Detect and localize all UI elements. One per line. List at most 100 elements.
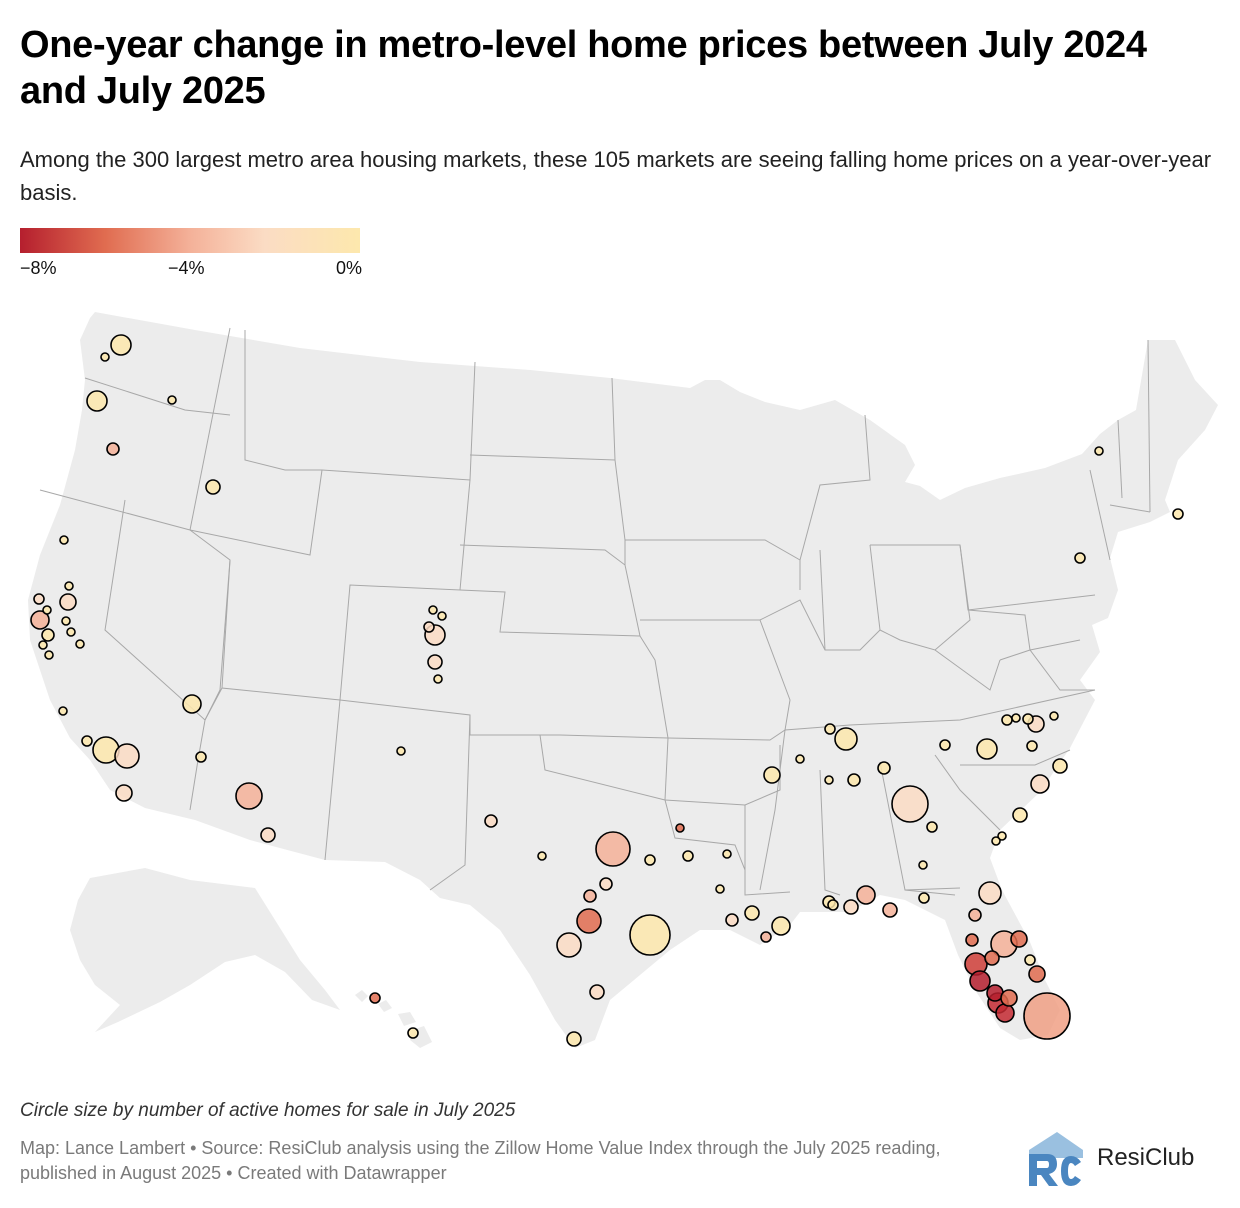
bend-metro-marker[interactable] (106, 442, 120, 456)
phoenix-metro-marker[interactable] (235, 782, 263, 810)
killeen-metro-marker[interactable] (583, 889, 597, 903)
tucson-metro-marker[interactable] (260, 827, 276, 843)
sebastian-metro-marker[interactable] (1028, 965, 1046, 983)
san-luis-obispo-metro-marker[interactable] (58, 706, 68, 716)
metro-markers (30, 334, 1184, 1047)
greeley-metro-marker[interactable] (437, 611, 447, 621)
naples-metro-marker[interactable] (995, 1003, 1015, 1023)
sacramento-metro-marker[interactable] (59, 593, 77, 611)
nashville-metro-marker[interactable] (834, 727, 858, 751)
palm-bay-metro-marker[interactable] (1010, 930, 1028, 948)
allentown-metro-marker[interactable] (1074, 552, 1086, 564)
charleston-metro-marker[interactable] (1012, 807, 1028, 823)
miami-metro-marker[interactable] (1023, 992, 1071, 1040)
shreveport-metro-marker[interactable] (682, 850, 694, 862)
lafayette-metro-marker[interactable] (744, 905, 760, 921)
daphne-metro-marker[interactable] (827, 899, 839, 911)
las-vegas-metro-marker[interactable] (182, 694, 202, 714)
macon-metro-marker[interactable] (926, 821, 938, 833)
alexandria-metro-marker[interactable] (715, 884, 725, 894)
vallejo-metro-marker[interactable] (42, 605, 52, 615)
florence-metro-marker[interactable] (847, 773, 861, 787)
crestview-metro-marker[interactable] (856, 885, 876, 905)
wilmington-metro-marker[interactable] (1052, 758, 1068, 774)
oxnard-metro-marker[interactable] (81, 735, 93, 747)
tallahassee-metro-marker[interactable] (918, 892, 930, 904)
redding-metro-marker[interactable] (59, 535, 69, 545)
chico-metro-marker[interactable] (64, 581, 74, 591)
port-st-lucie-metro-marker[interactable] (1024, 954, 1036, 966)
boulder-metro-marker[interactable] (423, 621, 435, 633)
stockton-metro-marker[interactable] (61, 616, 71, 626)
knoxville-metro-marker[interactable] (939, 739, 951, 751)
dallas-metro-marker[interactable] (595, 831, 631, 867)
atlanta-metro-marker[interactable] (891, 785, 929, 823)
san-antonio-metro-marker[interactable] (556, 932, 582, 958)
lake-havasu-metro-marker[interactable] (195, 751, 207, 763)
albany-ga-metro-marker[interactable] (918, 860, 928, 870)
circle-size-note: Circle size by number of active homes fo… (20, 1100, 516, 1121)
texarkana-metro-marker[interactable] (675, 823, 685, 833)
lubbock-metro-marker[interactable] (484, 814, 498, 828)
austin-metro-marker[interactable] (576, 908, 602, 934)
lake-charles-metro-marker[interactable] (725, 913, 739, 927)
anchorage-metro-marker[interactable] (369, 992, 381, 1004)
midland-metro-marker[interactable] (537, 851, 547, 861)
boise-metro-marker[interactable] (205, 479, 221, 495)
santa-cruz-metro-marker[interactable] (44, 650, 54, 660)
kennewick-metro-marker[interactable] (167, 395, 177, 405)
lakeland-metro-marker[interactable] (984, 950, 1000, 966)
santa-fe-metro-marker[interactable] (396, 746, 406, 756)
santa-rosa-metro-marker[interactable] (33, 593, 45, 605)
bellingham-metro-marker[interactable] (110, 334, 132, 356)
san-jose-metro-marker[interactable] (41, 628, 55, 642)
asheville-metro-marker[interactable] (976, 738, 998, 760)
burlington-vt-metro-marker[interactable] (1094, 446, 1104, 456)
jacksonville-metro-marker[interactable] (978, 881, 1002, 905)
pueblo-metro-marker[interactable] (433, 674, 443, 684)
salinas-metro-marker[interactable] (38, 640, 48, 650)
logo-letter-c-shape (1061, 1156, 1081, 1186)
ocala-metro-marker[interactable] (965, 933, 979, 947)
huntsville-metro-marker[interactable] (824, 775, 834, 785)
chattanooga-metro-marker[interactable] (877, 761, 891, 775)
merced-metro-marker[interactable] (75, 639, 85, 649)
resiclub-logo-icon (1029, 1132, 1083, 1186)
map-subtitle: Among the 300 largest metro area housing… (20, 147, 1212, 205)
west-palm-beach-metro-marker[interactable] (1000, 989, 1018, 1007)
winston-salem-metro-marker[interactable] (1001, 714, 1013, 726)
baton-rouge-metro-marker[interactable] (760, 931, 772, 943)
gainesville-metro-marker[interactable] (968, 908, 982, 922)
memphis-metro-marker[interactable] (763, 766, 781, 784)
tyler-metro-marker[interactable] (644, 854, 656, 866)
olympia-metro-marker[interactable] (100, 352, 110, 362)
houston-metro-marker[interactable] (629, 914, 671, 956)
fort-collins-metro-marker[interactable] (428, 605, 438, 615)
pensacola-metro-marker[interactable] (843, 899, 859, 915)
durham-metro-marker[interactable] (1022, 713, 1034, 725)
colorado-springs-metro-marker[interactable] (427, 654, 443, 670)
riverside-metro-marker[interactable] (114, 743, 140, 769)
greensboro-metro-marker[interactable] (1011, 713, 1021, 723)
monroe-metro-marker[interactable] (722, 849, 732, 859)
myrtle-beach-metro-marker[interactable] (1030, 774, 1050, 794)
portland-me-metro-marker[interactable] (1172, 508, 1184, 520)
jackson-tn-metro-marker[interactable] (795, 754, 805, 764)
greenville-nc-metro-marker[interactable] (1049, 711, 1059, 721)
clarksville-metro-marker[interactable] (824, 723, 836, 735)
state-borders (39, 327, 1151, 896)
waco-metro-marker[interactable] (599, 877, 613, 891)
portland-metro-marker[interactable] (86, 390, 108, 412)
savannah-metro-marker[interactable] (991, 836, 1001, 846)
fayetteville-metro-marker[interactable] (1026, 740, 1038, 752)
san-francisco-metro-marker[interactable] (30, 610, 50, 630)
sarasota-metro-marker[interactable] (969, 970, 991, 992)
panama-city-metro-marker[interactable] (882, 902, 898, 918)
new-orleans-metro-marker[interactable] (771, 916, 791, 936)
san-diego-metro-marker[interactable] (115, 784, 133, 802)
honolulu-metro-marker[interactable] (407, 1027, 419, 1039)
modesto-metro-marker[interactable] (66, 627, 76, 637)
corpus-christi-metro-marker[interactable] (589, 984, 605, 1000)
brownsville-metro-marker[interactable] (566, 1031, 582, 1047)
hilton-head-metro-marker[interactable] (997, 831, 1007, 841)
